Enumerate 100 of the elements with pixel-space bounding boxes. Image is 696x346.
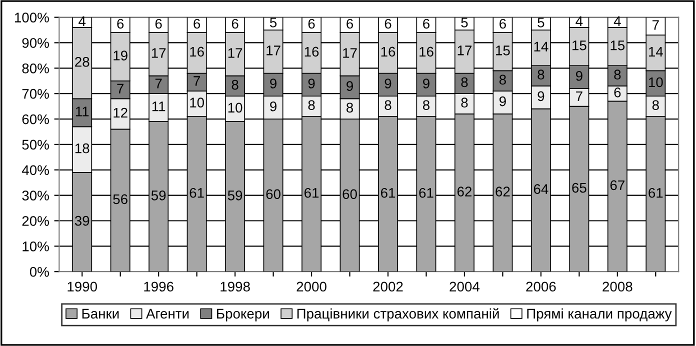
y-tick-label: 50%: [22, 140, 49, 150]
data-label: 6: [194, 18, 200, 29]
data-label: 4: [576, 16, 583, 26]
x-tick-label: 2000: [296, 282, 326, 292]
data-label: 7: [652, 20, 659, 30]
data-label: 7: [117, 84, 124, 94]
data-label: 67: [610, 180, 624, 190]
data-label: 6: [308, 18, 315, 29]
x-tick-label: 2006: [526, 282, 556, 292]
data-label: 6: [346, 18, 354, 29]
y-tick-label: 20%: [22, 216, 49, 226]
data-label: 6: [500, 18, 506, 29]
data-label: 17: [228, 48, 242, 58]
data-label: 15: [496, 46, 510, 56]
data-label: 17: [152, 48, 166, 58]
data-label: 8: [499, 74, 506, 85]
data-label: 60: [342, 189, 357, 200]
data-label: 62: [496, 186, 510, 196]
x-tick-label: 1990: [68, 282, 98, 292]
data-label: 12: [114, 108, 128, 118]
y-tick-label: 60%: [22, 114, 49, 124]
x-tick-label: 2002: [373, 282, 403, 292]
data-label: 9: [500, 96, 506, 106]
data-label: 14: [648, 46, 663, 56]
data-label: 28: [75, 56, 90, 67]
data-label: 10: [190, 98, 204, 108]
data-label: 15: [572, 40, 586, 50]
data-label: 18: [75, 143, 90, 154]
data-label: 59: [151, 190, 166, 200]
y-tick-label: 10%: [22, 242, 49, 252]
data-label: 4: [614, 16, 621, 26]
data-label: 7: [155, 78, 162, 88]
y-tick-label: 80%: [22, 63, 49, 74]
data-label: 4: [78, 16, 86, 26]
data-label: 8: [346, 102, 354, 113]
data-label: 61: [419, 188, 434, 198]
data-label: 6: [384, 18, 392, 29]
data-label: 9: [270, 78, 276, 88]
data-label: 11: [76, 106, 89, 116]
data-label: 61: [190, 188, 204, 198]
data-label: 9: [270, 101, 276, 112]
data-label: 16: [381, 46, 396, 57]
data-label: 65: [572, 182, 586, 193]
data-label: 5: [270, 18, 277, 28]
data-label: 64: [534, 184, 548, 194]
y-tick-label: 70%: [22, 88, 49, 99]
data-label: 6: [117, 18, 124, 29]
data-label: 9: [308, 78, 315, 88]
data-label: 60: [266, 189, 280, 200]
data-label: 8: [538, 70, 544, 80]
data-label: 16: [190, 46, 204, 57]
data-label: 6: [155, 18, 162, 29]
legend-label: Агенти: [146, 308, 189, 319]
data-label: 6: [423, 18, 430, 29]
y-tick-label: 100%: [14, 12, 49, 22]
data-label: 8: [308, 100, 315, 110]
data-label: 61: [380, 188, 396, 198]
data-label: 8: [652, 100, 659, 110]
data-label: 16: [420, 46, 434, 57]
data-label: 8: [461, 98, 468, 108]
data-label: 9: [384, 78, 392, 88]
data-label: 9: [576, 70, 582, 81]
data-label: 8: [232, 80, 238, 90]
y-tick-label: 0%: [30, 266, 49, 277]
data-label: 9: [538, 91, 544, 102]
x-tick-label: 2008: [602, 282, 632, 292]
data-label: 10: [648, 77, 663, 88]
legend-label: Брокери: [217, 308, 269, 322]
data-label: 10: [228, 102, 242, 113]
data-label: 6: [232, 18, 238, 29]
data-label: 5: [461, 18, 468, 28]
data-label: 17: [458, 46, 472, 56]
data-label: 8: [384, 100, 392, 110]
data-label: 7: [194, 76, 200, 86]
y-tick-label: 90%: [22, 38, 49, 48]
y-tick-label: 30%: [22, 190, 49, 200]
legend-label: Прямі канали продажу: [527, 308, 672, 322]
x-tick-label: 2004: [450, 282, 480, 292]
data-label: 61: [304, 188, 319, 198]
x-tick-label: 1996: [144, 282, 174, 292]
data-label: 8: [614, 70, 621, 80]
data-label: 8: [461, 77, 468, 88]
data-label: 16: [304, 46, 319, 57]
legend-label: Банки: [82, 308, 119, 319]
x-tick-label: 1998: [220, 282, 250, 292]
legend-label: Працівники страхових компаній: [297, 308, 499, 322]
data-label: 62: [457, 186, 472, 196]
data-label: 15: [610, 40, 625, 50]
data-label: 39: [74, 216, 90, 226]
data-label: 14: [534, 42, 548, 52]
y-tick-label: 40%: [22, 165, 49, 176]
data-label: 6: [614, 87, 621, 98]
data-label: 17: [266, 46, 280, 56]
data-label: 9: [423, 78, 430, 88]
data-label: 9: [346, 81, 353, 91]
data-label: 59: [228, 190, 242, 200]
data-label: 56: [113, 194, 128, 204]
data-label: 61: [648, 188, 663, 198]
data-label: 7: [576, 91, 582, 101]
data-label: 17: [343, 48, 357, 58]
